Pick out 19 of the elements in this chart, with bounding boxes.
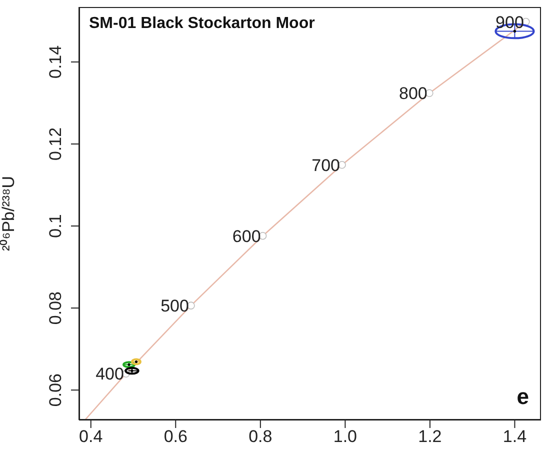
text: SM-01 Black Stockarton Moor: [89, 15, 315, 33]
y-tick-label: 0.08: [46, 291, 65, 325]
y-tick-label: 0.12: [46, 127, 65, 161]
annotation: 800: [399, 84, 428, 104]
annotation: 400: [96, 364, 124, 384]
y-axis-title: ²⁰⁶Pb/²³⁸U: [0, 176, 18, 251]
x-tick-label: 1.4: [502, 427, 527, 446]
y-tick-label: 0.14: [46, 45, 65, 79]
x-tick-label: 0.4: [79, 427, 103, 446]
annotation: e: [516, 384, 529, 410]
y-tick-label: 0.1: [46, 214, 65, 238]
annotation: 700: [312, 156, 340, 175]
annotation: 600: [232, 226, 261, 246]
annotation: 500: [160, 296, 189, 316]
x-tick-label: 1.0: [333, 427, 357, 446]
x-tick-label: 0.6: [164, 427, 188, 446]
x-tick-label: 0.8: [248, 427, 272, 446]
x-tick-label: 1.2: [418, 427, 442, 446]
y-tick-label: 0.06: [46, 374, 65, 407]
